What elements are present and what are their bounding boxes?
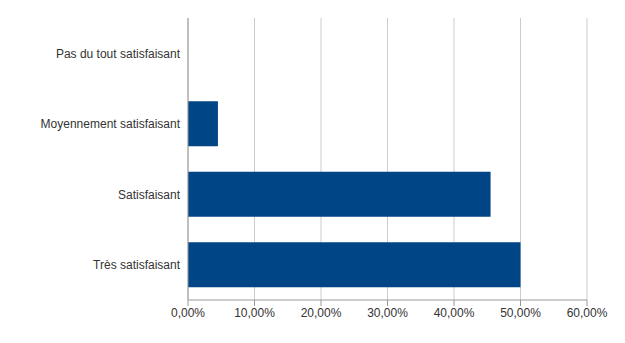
svg-text:10,00%: 10,00%	[234, 306, 275, 320]
svg-text:Pas du tout satisfaisant: Pas du tout satisfaisant	[56, 47, 181, 61]
svg-text:40,00%: 40,00%	[434, 306, 475, 320]
svg-text:50,00%: 50,00%	[500, 306, 541, 320]
svg-text:60,00%: 60,00%	[567, 306, 608, 320]
svg-text:Satisfaisant: Satisfaisant	[118, 188, 181, 202]
svg-text:20,00%: 20,00%	[301, 306, 342, 320]
svg-text:0,00%: 0,00%	[171, 306, 205, 320]
svg-text:Moyennement satisfaisant: Moyennement satisfaisant	[41, 117, 181, 131]
svg-text:Très satisfaisant: Très satisfaisant	[93, 258, 181, 272]
svg-text:30,00%: 30,00%	[367, 306, 408, 320]
